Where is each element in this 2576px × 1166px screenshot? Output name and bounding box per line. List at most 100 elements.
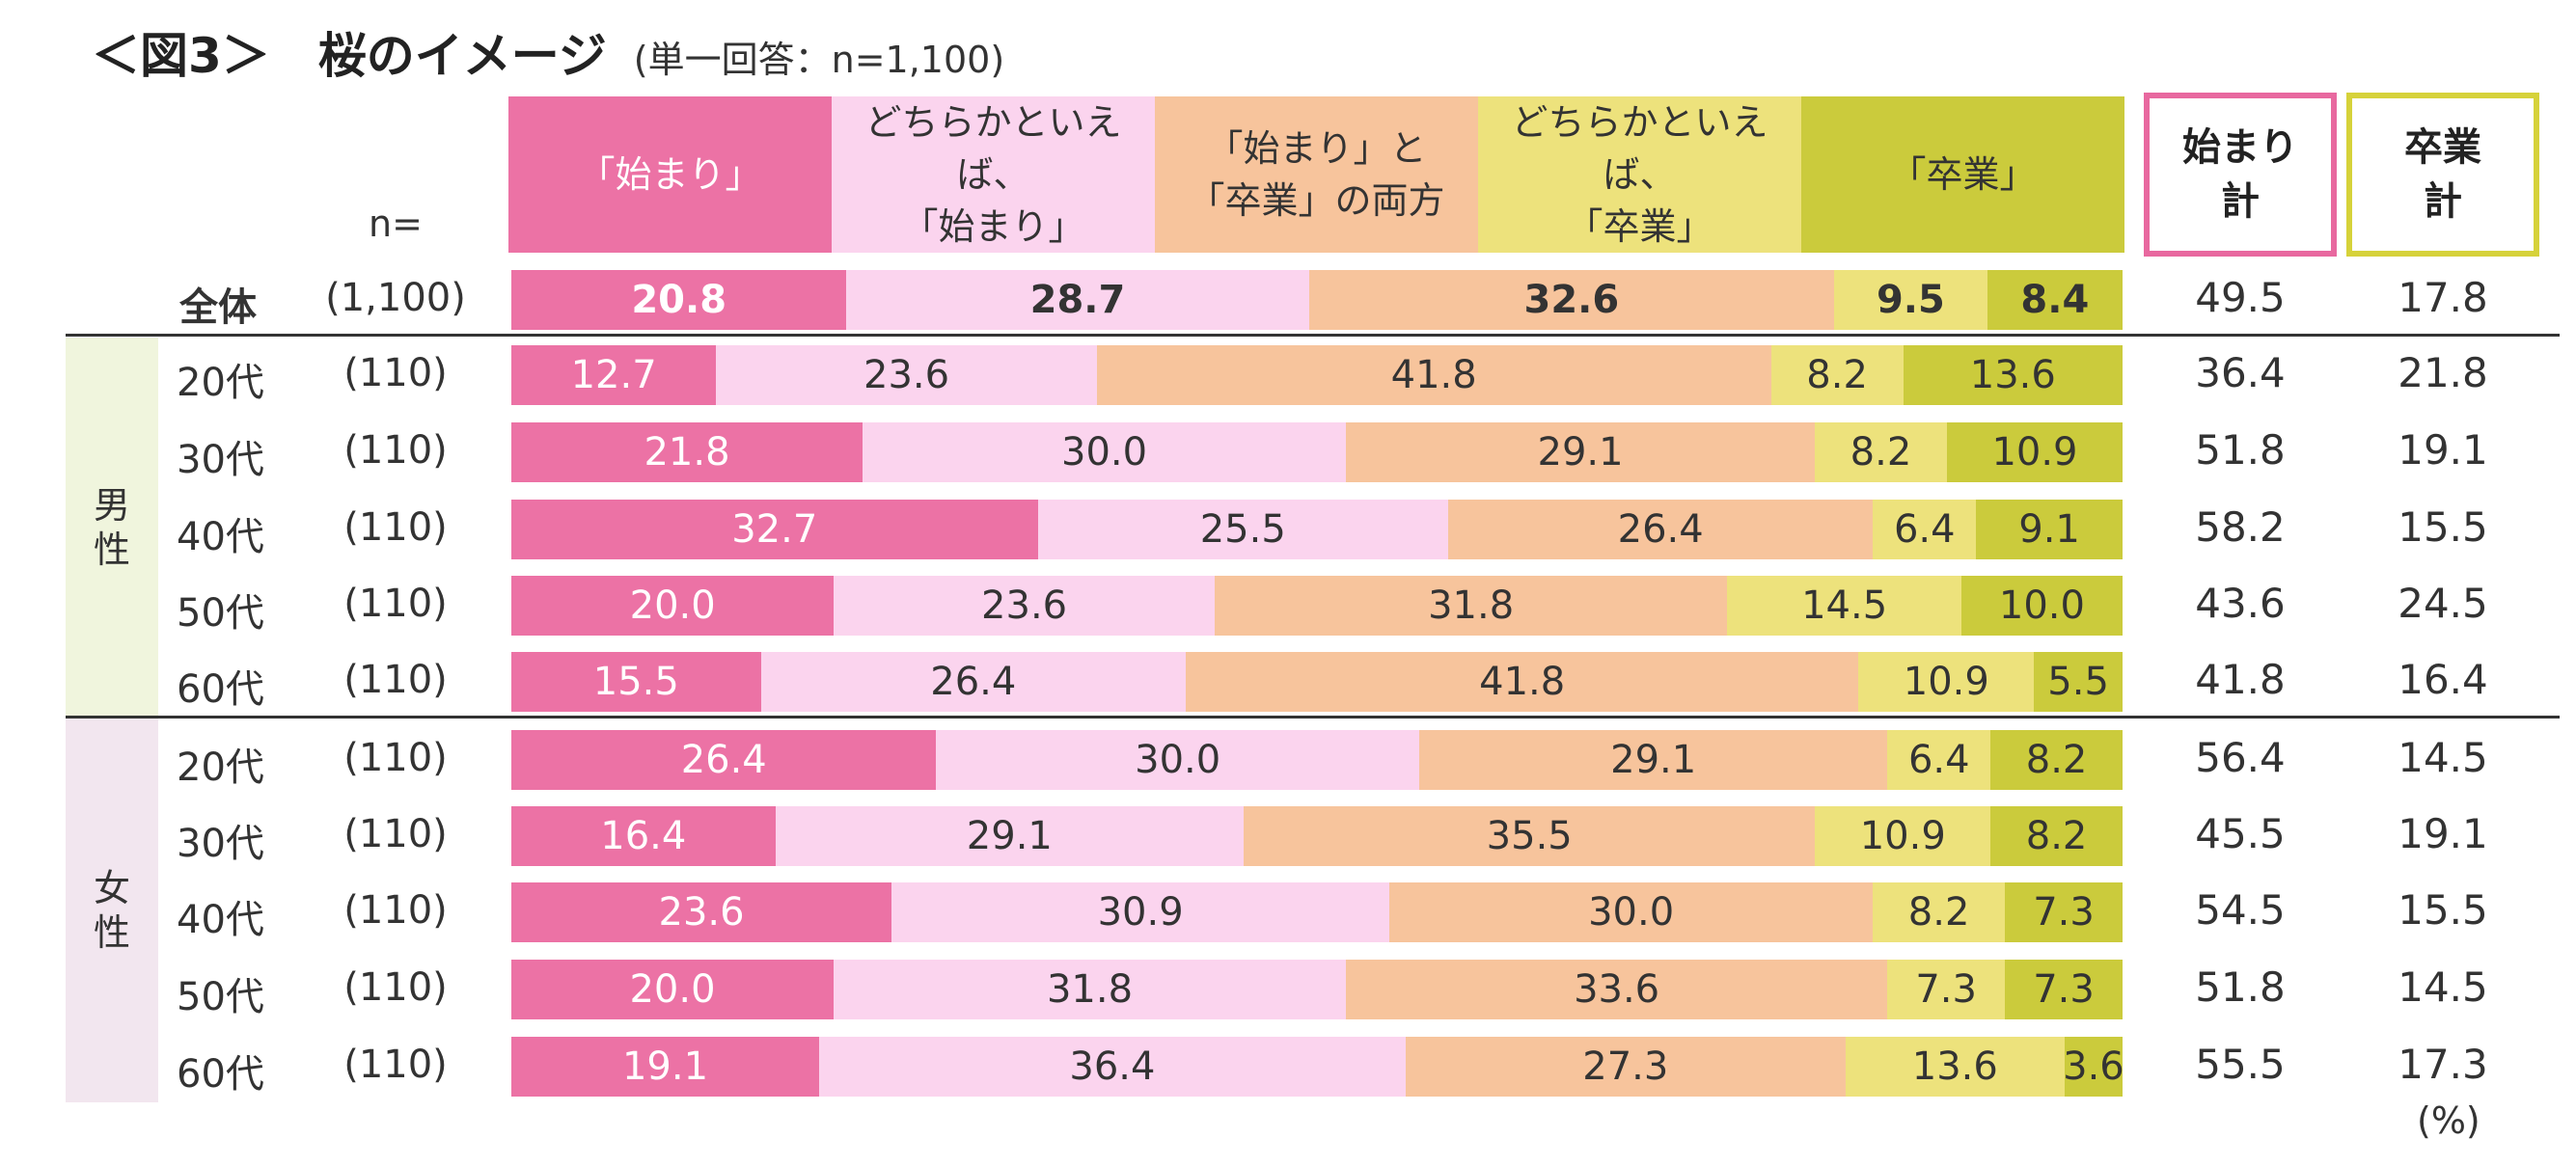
bar-segment: 20.0 — [511, 576, 835, 636]
sotsugyo-total-value: 16.4 — [2398, 656, 2488, 703]
data-label: 14.5 — [1801, 583, 1888, 628]
data-label: 32.7 — [731, 507, 818, 552]
header-dochiraka-hajimari: どちらかといえば、 「始まり」 — [832, 96, 1155, 253]
row-label: 20代 — [177, 361, 264, 405]
sotsugyo-total-value: 14.5 — [2398, 734, 2488, 781]
bar-segment: 8.2 — [1815, 422, 1947, 482]
sotsugyo-total-value: 15.5 — [2398, 886, 2488, 934]
hajimari-total-value: 58.2 — [2195, 503, 2286, 551]
bar-segment: 9.5 — [1834, 270, 1987, 330]
data-label: 31.8 — [1428, 583, 1515, 628]
data-label: 13.6 — [1969, 353, 2056, 397]
bar-segment: 23.6 — [716, 345, 1097, 405]
bar-segment: 36.4 — [818, 1037, 1406, 1097]
bar-segment: 10.9 — [1815, 806, 1991, 866]
hajimari-total-value: 51.8 — [2195, 963, 2286, 1011]
bar-segment: 20.0 — [511, 960, 834, 1019]
bar-segment: 32.7 — [511, 500, 1038, 559]
data-label: 35.5 — [1486, 814, 1573, 858]
bar-segment: 8.2 — [1873, 882, 2006, 942]
bar-segment: 41.8 — [1186, 652, 1859, 712]
data-label: 13.6 — [1911, 1044, 1998, 1089]
bar-segment: 8.2 — [1990, 806, 2123, 866]
bar-segment: 13.6 — [1903, 345, 2123, 405]
sotsugyo-total-value: 21.8 — [2398, 349, 2488, 396]
bar-segment: 23.6 — [511, 882, 892, 942]
divider-line — [66, 716, 2560, 719]
data-label: 7.3 — [1915, 967, 1977, 1012]
data-label: 8.4 — [2020, 278, 2090, 322]
data-label: 36.4 — [1069, 1044, 1156, 1089]
data-label: 16.4 — [600, 814, 687, 858]
unit-label: (%) — [2417, 1099, 2480, 1142]
sotsugyo-total-value: 15.5 — [2398, 503, 2488, 551]
bar-segment: 27.3 — [1405, 1037, 1846, 1097]
bar-segment: 32.6 — [1308, 270, 1835, 330]
bar-segment: 30.0 — [863, 422, 1347, 482]
hajimari-total-value: 49.5 — [2195, 274, 2286, 321]
header-hajimari: 「始まり」 — [508, 96, 832, 253]
row-label: 50代 — [177, 975, 264, 1019]
row-n: (110) — [343, 505, 448, 550]
chart-title-row: ＜図3＞ 桜のイメージ (単一回答：n=1,100) — [92, 17, 1004, 95]
row-label: 30代 — [177, 438, 264, 482]
data-label: 21.8 — [644, 430, 730, 475]
bar-segment: 26.4 — [760, 652, 1187, 712]
row-n: (110) — [343, 428, 448, 473]
data-label: 6.4 — [1893, 507, 1956, 552]
data-label: 7.3 — [2033, 967, 2095, 1012]
bar-segment: 19.1 — [511, 1037, 819, 1097]
data-label: 23.6 — [658, 890, 745, 935]
row-n: (110) — [343, 582, 448, 626]
data-label: 23.6 — [863, 353, 950, 397]
row-n: (110) — [343, 888, 448, 933]
header-both: 「始まり」と 「卒業」の両方 — [1155, 96, 1478, 253]
data-label: 41.8 — [1479, 660, 1566, 704]
data-label: 29.1 — [966, 814, 1053, 858]
sotsugyo-total-value: 17.3 — [2398, 1041, 2488, 1088]
row-label: 30代 — [177, 822, 264, 866]
bar-segment: 21.8 — [511, 422, 863, 482]
bar-segment: 29.1 — [1346, 422, 1816, 482]
data-label: 27.3 — [1582, 1044, 1669, 1089]
data-label: 19.1 — [621, 1044, 709, 1089]
bar-segment: 30.0 — [1389, 882, 1874, 942]
bar-segment: 29.1 — [1418, 730, 1888, 790]
row-n: (1,100) — [325, 276, 466, 320]
male-group-band: 男 性 — [66, 338, 158, 717]
header-dochiraka-sotsugyo: どちらかといえば、 「卒業」 — [1478, 96, 1801, 253]
hajimari-total-value: 51.8 — [2195, 426, 2286, 474]
data-label: 20.0 — [629, 583, 716, 628]
bar-segment: 29.1 — [775, 806, 1245, 866]
n-label: n= — [369, 203, 423, 245]
header-sotsugyo-total: 卒業 計 — [2346, 93, 2539, 257]
data-label: 8.2 — [2025, 814, 2088, 858]
data-label: 8.2 — [1850, 430, 1912, 475]
data-label: 33.6 — [1574, 967, 1660, 1012]
row-n: (110) — [343, 812, 448, 856]
row-label: 50代 — [177, 591, 264, 636]
chart-subtitle: (単一回答：n=1,100) — [633, 39, 1005, 81]
data-label: 28.7 — [1029, 278, 1126, 322]
header-sotsugyo: 「卒業」 — [1801, 96, 2124, 253]
bar-segment: 31.8 — [1214, 576, 1728, 636]
bar-segment: 26.4 — [1447, 500, 1874, 559]
bar-segment: 30.0 — [936, 730, 1419, 790]
bar-segment: 8.4 — [1987, 270, 2123, 330]
bar-segment: 15.5 — [511, 652, 761, 712]
sotsugyo-total-value: 17.8 — [2398, 274, 2488, 321]
sotsugyo-total-value: 19.1 — [2398, 810, 2488, 857]
bar-segment: 6.4 — [1873, 500, 1977, 559]
bar-segment: 16.4 — [511, 806, 776, 866]
row-label: 20代 — [177, 746, 264, 790]
bar-segment: 7.3 — [2005, 960, 2123, 1019]
row-n: (110) — [343, 736, 448, 780]
row-n: (110) — [343, 351, 448, 395]
data-label: 20.8 — [631, 278, 727, 322]
male-group-label: 男 性 — [93, 483, 130, 571]
data-label: 26.4 — [680, 738, 767, 782]
data-label: 3.6 — [2063, 1044, 2124, 1089]
data-label: 9.1 — [2018, 507, 2080, 552]
bar-segment: 13.6 — [1845, 1037, 2065, 1097]
data-label: 20.0 — [629, 967, 716, 1012]
